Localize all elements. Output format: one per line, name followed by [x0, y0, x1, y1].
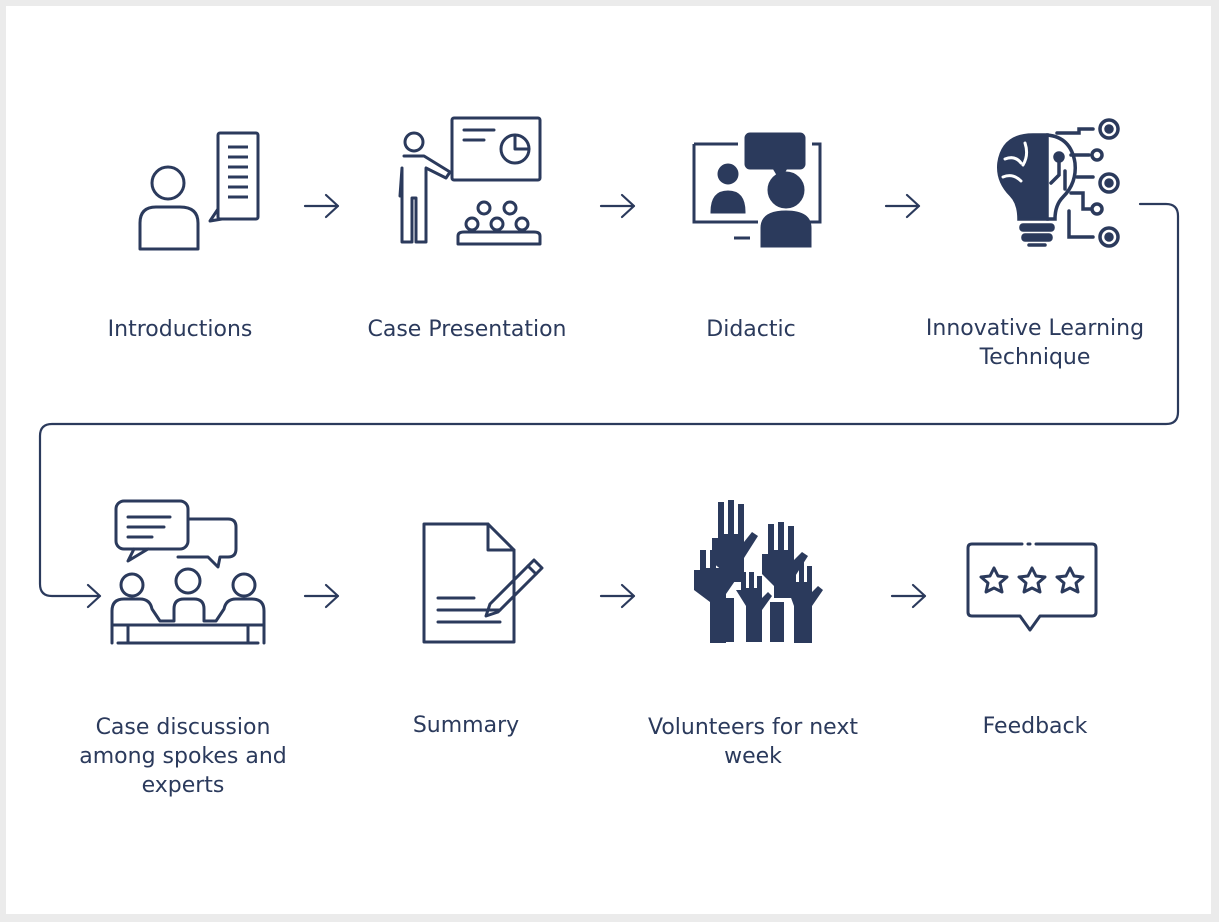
document-pen-icon: [418, 518, 548, 648]
group-discussion-icon: [108, 495, 268, 647]
step-label-didactic: Didactic: [706, 317, 796, 342]
step-label-case-presentation: Case Presentation: [367, 317, 567, 342]
step-label-case-discussion: Case discussion among spokes and experts: [79, 715, 287, 798]
step-label-volunteers: Volunteers for next week: [648, 715, 858, 769]
video-conference-icon: [688, 130, 828, 250]
brain-lightbulb-circuit-icon: [985, 115, 1125, 255]
raised-hands-icon: [690, 498, 830, 643]
presenter-audience-icon: [390, 112, 545, 252]
step-label-introductions: Introductions: [107, 317, 253, 342]
step-label-summary: Summary: [412, 713, 520, 738]
star-rating-icon: [962, 538, 1102, 638]
person-document-icon: [130, 125, 265, 255]
step-label-innovative-learning-technique: Innovative Learning Technique: [925, 316, 1145, 370]
step-label-feedback: Feedback: [982, 714, 1088, 739]
